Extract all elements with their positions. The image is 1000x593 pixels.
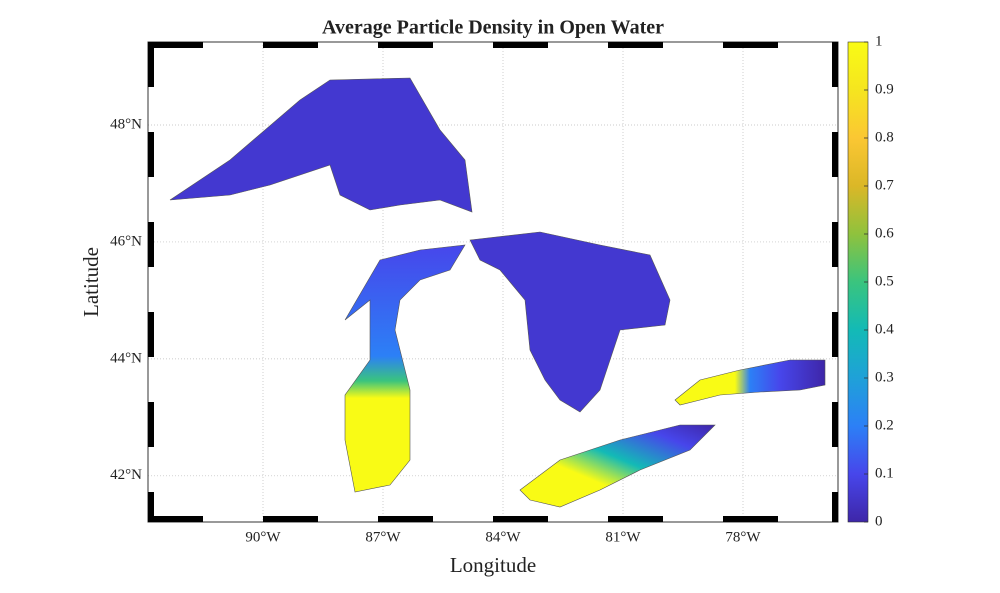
x-tick-label: 90°W [245, 529, 281, 545]
lake-michigan [344, 244, 466, 493]
y-tick-label: 48°N [110, 116, 142, 132]
y-tick-label: 44°N [110, 350, 142, 366]
lake-erie [519, 424, 716, 508]
colorbar-tick-label: 0.2 [875, 417, 894, 433]
colorbar-tick-label: 0.5 [875, 273, 894, 289]
colorbar-tick-label: 0.3 [875, 369, 894, 385]
x-tick-label: 87°W [365, 529, 401, 545]
colorbar-tick-label: 0.9 [875, 81, 894, 97]
colorbar-tick-label: 1 [875, 33, 883, 49]
x-tick-label: 81°W [605, 529, 641, 545]
colorbar-tick-label: 0.7 [875, 177, 894, 193]
colorbar-tick-label: 0.4 [875, 321, 894, 337]
y-tick-label: 42°N [110, 467, 142, 483]
map-frame [147, 41, 839, 523]
colorbar-tick-label: 0.8 [875, 129, 894, 145]
lake-superior [169, 77, 473, 213]
x-axis-label: Longitude [450, 553, 536, 577]
lakes [169, 77, 826, 508]
x-tick-label: 84°W [485, 529, 521, 545]
y-axis-label: Latitude [79, 247, 103, 317]
map-title: Average Particle Density in Open Water [322, 17, 664, 39]
y-tick-label: 46°N [110, 233, 142, 249]
colorbar-tick-label: 0.1 [875, 465, 894, 481]
colorbar-tick-label: 0.6 [875, 225, 894, 241]
lake-ontario [674, 359, 826, 406]
grid [148, 42, 838, 522]
lake-huron [469, 231, 671, 413]
colorbar-tick-label: 0 [875, 513, 883, 529]
x-tick-label: 78°W [725, 529, 761, 545]
